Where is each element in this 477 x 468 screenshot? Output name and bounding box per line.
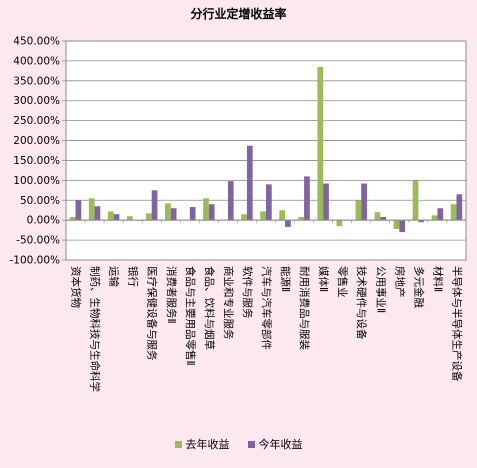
y-tick-label: 350.00% [13,75,60,87]
x-category-label: 媒体Ⅱ [317,266,330,292]
bar-this-year [304,176,310,221]
legend-swatch-series-0 [174,440,182,448]
bar-last-year [431,215,438,221]
bar-last-year [165,203,171,221]
x-category-label: 制药、生物科技与生命科学 [89,266,102,392]
bar-last-year [203,198,209,221]
x-category-label: 银行 [127,266,140,287]
x-category-label: 运输 [108,266,121,287]
x-category-label: 房地产 [393,266,406,298]
bar-this-year [113,214,120,221]
bar-last-year [355,200,362,221]
bar-this-year [380,216,386,221]
x-category-label: 商业和专业服务 [222,266,235,340]
bar-last-year [279,210,286,221]
bar-this-year [208,204,215,221]
bar-this-year [189,207,196,221]
y-tick-label: 150.00% [13,155,60,167]
y-tick-label: 450.00% [13,36,60,48]
legend-label-series-0: 去年收益 [185,438,230,451]
plot-area [65,40,467,261]
legend-swatch-series-1 [247,440,255,448]
bar-last-year [69,216,76,221]
x-category-label: 软件与服务 [241,266,254,319]
bar-last-year [241,214,247,221]
y-tick-label: 300.00% [13,95,60,107]
bar-last-year [374,212,381,221]
x-category-label: 能源Ⅱ [279,266,292,292]
x-category-label: 多元金融 [412,266,425,308]
x-category-label: 汽车与汽车零部件 [260,266,273,350]
x-category-label: 公用事业Ⅱ [374,266,387,313]
chart-title: 分行业定增收益率 [190,7,287,21]
x-category-label: 耐用消费品与服装 [298,266,311,350]
bar-this-year [418,220,425,223]
bar-last-year [450,204,457,221]
bar-last-year [88,198,95,221]
y-tick-label: 0.00% [27,215,60,227]
bar-this-year [266,184,272,221]
bar-this-year [94,206,101,221]
legend: 去年收益 今年收益 [0,436,477,452]
legend-label-series-1: 今年收益 [258,438,303,451]
x-category-label: 食品、饮料与烟草 [203,266,216,350]
bar-this-year [170,208,177,221]
bar-last-year [260,211,266,221]
y-tick-label: -100.00% [9,255,60,267]
x-category-label: 食品与主要用品零售Ⅱ [184,266,197,366]
y-tick-label: 400.00% [13,55,60,67]
bar-this-year [361,183,367,221]
bar-this-year [151,190,158,221]
legend-item-series-1: 今年收益 [247,436,303,452]
y-tick-label: 100.00% [13,175,60,187]
bar-last-year [317,66,324,221]
y-tick-label: 50.00% [20,195,60,207]
bar-last-year [393,220,400,229]
x-category-label: 技术硬件与设备 [355,266,368,340]
bar-last-year [336,220,343,227]
bar-this-year [323,183,329,221]
x-category-label: 材料Ⅱ [431,266,444,292]
y-tick-label: 250.00% [13,115,60,127]
bar-this-year [246,145,253,221]
x-category-label: 零售业 [336,266,349,298]
bar-last-year [107,211,114,221]
bar-last-year [146,213,152,221]
bar-this-year [456,194,463,221]
bar-this-year [75,200,82,221]
x-category-label: 资本货物 [70,266,83,308]
y-tick-label: -50.00% [16,235,60,247]
bar-last-year [412,180,419,221]
x-category-label: 医疗保健设备与服务 [146,266,159,361]
legend-item-series-0: 去年收益 [174,436,230,452]
bar-this-year [227,181,234,221]
x-category-label: 消费者服务Ⅱ [165,266,178,324]
bar-this-year [285,220,291,227]
y-tick-label: 200.00% [13,135,60,147]
bar-last-year [298,216,305,221]
bar-last-year [126,216,133,221]
bar-this-year [399,220,406,233]
x-category-label: 半导体与半导体生产设备 [450,266,463,382]
bar-this-year [437,208,444,221]
